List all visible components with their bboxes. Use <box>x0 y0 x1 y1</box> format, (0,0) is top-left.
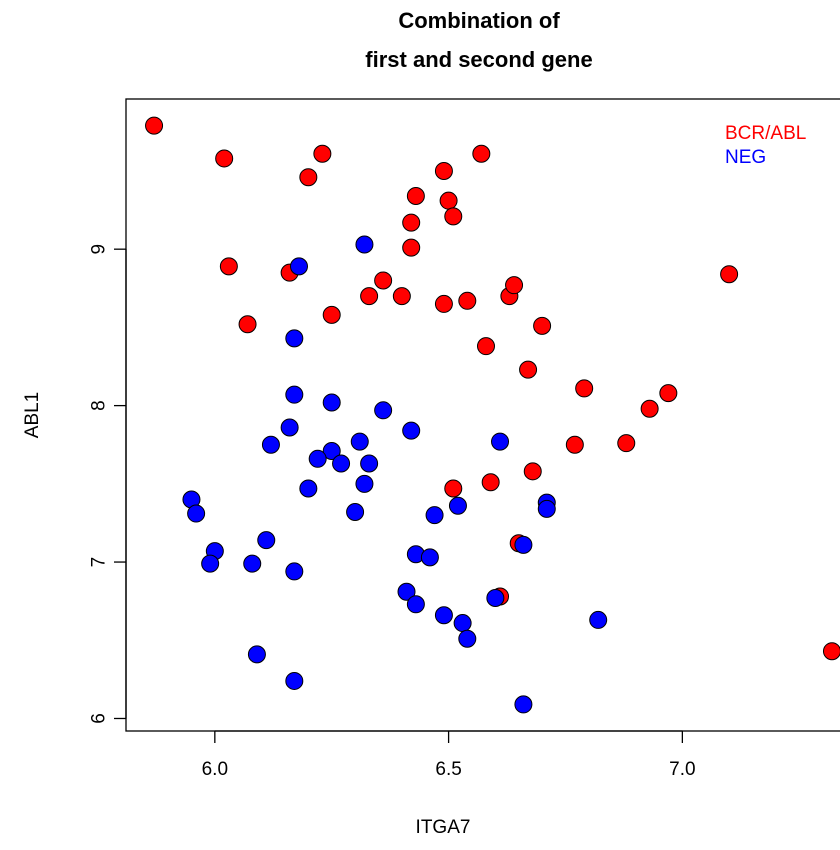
data-point-neg <box>397 582 416 601</box>
data-point-neg <box>261 435 280 454</box>
x-axis-label: ITGA7 <box>416 817 471 838</box>
chart-title-line-2: first and second gene <box>365 47 592 72</box>
data-point-bcr-abl <box>505 276 524 295</box>
data-point-neg <box>243 554 262 573</box>
data-point-bcr-abl <box>402 213 421 232</box>
legend-entry-bcr-abl: BCR/ABL <box>725 123 806 144</box>
y-tick-label: 6 <box>89 713 110 724</box>
y-tick-label: 8 <box>89 400 110 411</box>
chart-title-line-1: Combination of <box>398 8 560 33</box>
data-point-bcr-abl <box>219 257 238 276</box>
data-point-neg <box>187 504 206 523</box>
data-point-bcr-abl <box>360 287 379 306</box>
data-point-bcr-abl <box>238 315 257 334</box>
data-point-bcr-abl <box>215 149 234 168</box>
data-point-bcr-abl <box>145 116 164 135</box>
data-point-bcr-abl <box>444 479 463 498</box>
data-point-bcr-abl <box>439 191 458 210</box>
data-point-neg <box>355 235 374 254</box>
data-point-neg <box>514 535 533 554</box>
data-point-bcr-abl <box>519 360 538 379</box>
data-point-neg <box>247 645 266 664</box>
data-point-neg <box>346 502 365 521</box>
data-point-neg <box>322 393 341 412</box>
data-point-neg <box>360 454 379 473</box>
data-point-neg <box>434 606 453 625</box>
data-point-bcr-abl <box>822 642 840 661</box>
x-axis: 6.0 6.5 7.0 <box>202 730 696 780</box>
data-point-neg <box>308 449 327 468</box>
data-point-neg <box>425 506 444 525</box>
data-point-bcr-abl <box>313 144 332 163</box>
x-tick-label: 6.0 <box>202 759 228 780</box>
data-point-bcr-abl <box>720 265 739 284</box>
data-point-bcr-abl <box>322 305 341 324</box>
data-point-neg <box>406 595 425 614</box>
data-point-neg <box>322 441 341 460</box>
data-point-neg <box>285 562 304 581</box>
y-axis: 6 7 8 9 <box>89 244 127 724</box>
data-points <box>145 116 840 714</box>
y-tick-label: 7 <box>89 557 110 568</box>
data-point-neg <box>332 454 351 473</box>
data-point-neg <box>402 421 421 440</box>
data-point-bcr-abl <box>299 168 318 187</box>
legend-entry-neg: NEG <box>725 147 766 168</box>
data-point-neg <box>289 257 308 276</box>
data-point-neg <box>285 329 304 348</box>
data-point-bcr-abl <box>402 238 421 257</box>
data-point-neg <box>299 479 318 498</box>
data-point-bcr-abl <box>565 435 584 454</box>
data-point-neg <box>257 531 276 550</box>
data-point-bcr-abl <box>392 287 411 306</box>
data-point-neg <box>514 695 533 714</box>
data-point-bcr-abl <box>374 271 393 290</box>
data-point-bcr-abl <box>477 337 495 356</box>
data-point-bcr-abl <box>640 399 659 418</box>
y-axis-label: ABL1 <box>22 392 43 438</box>
data-point-neg <box>285 385 304 404</box>
data-point-neg <box>280 418 299 437</box>
data-point-neg <box>448 496 467 515</box>
data-point-bcr-abl <box>444 207 463 226</box>
data-point-neg <box>350 432 369 451</box>
data-point-neg <box>355 474 374 493</box>
data-point-neg <box>537 499 556 518</box>
data-point-bcr-abl <box>434 294 453 313</box>
data-point-bcr-abl <box>523 462 542 481</box>
data-point-bcr-abl <box>575 379 594 398</box>
y-tick-label: 9 <box>89 244 110 255</box>
x-tick-label: 6.5 <box>435 759 461 780</box>
plot-frame <box>125 98 840 732</box>
data-point-neg <box>453 614 472 633</box>
data-point-neg <box>458 629 477 648</box>
data-point-neg <box>420 548 439 567</box>
data-point-neg <box>486 589 505 608</box>
data-point-neg <box>374 401 393 420</box>
data-point-neg <box>201 554 220 573</box>
data-point-bcr-abl <box>533 316 552 335</box>
data-point-bcr-abl <box>659 384 678 403</box>
data-point-bcr-abl <box>472 144 491 163</box>
x-tick-label: 7.0 <box>669 759 695 780</box>
data-point-bcr-abl <box>617 434 636 453</box>
data-point-bcr-abl <box>458 291 477 310</box>
data-point-neg <box>491 432 510 451</box>
data-point-bcr-abl <box>406 186 425 205</box>
data-point-neg <box>285 671 304 690</box>
data-point-bcr-abl <box>434 161 453 180</box>
data-point-bcr-abl <box>481 473 500 492</box>
data-point-neg <box>589 610 608 629</box>
